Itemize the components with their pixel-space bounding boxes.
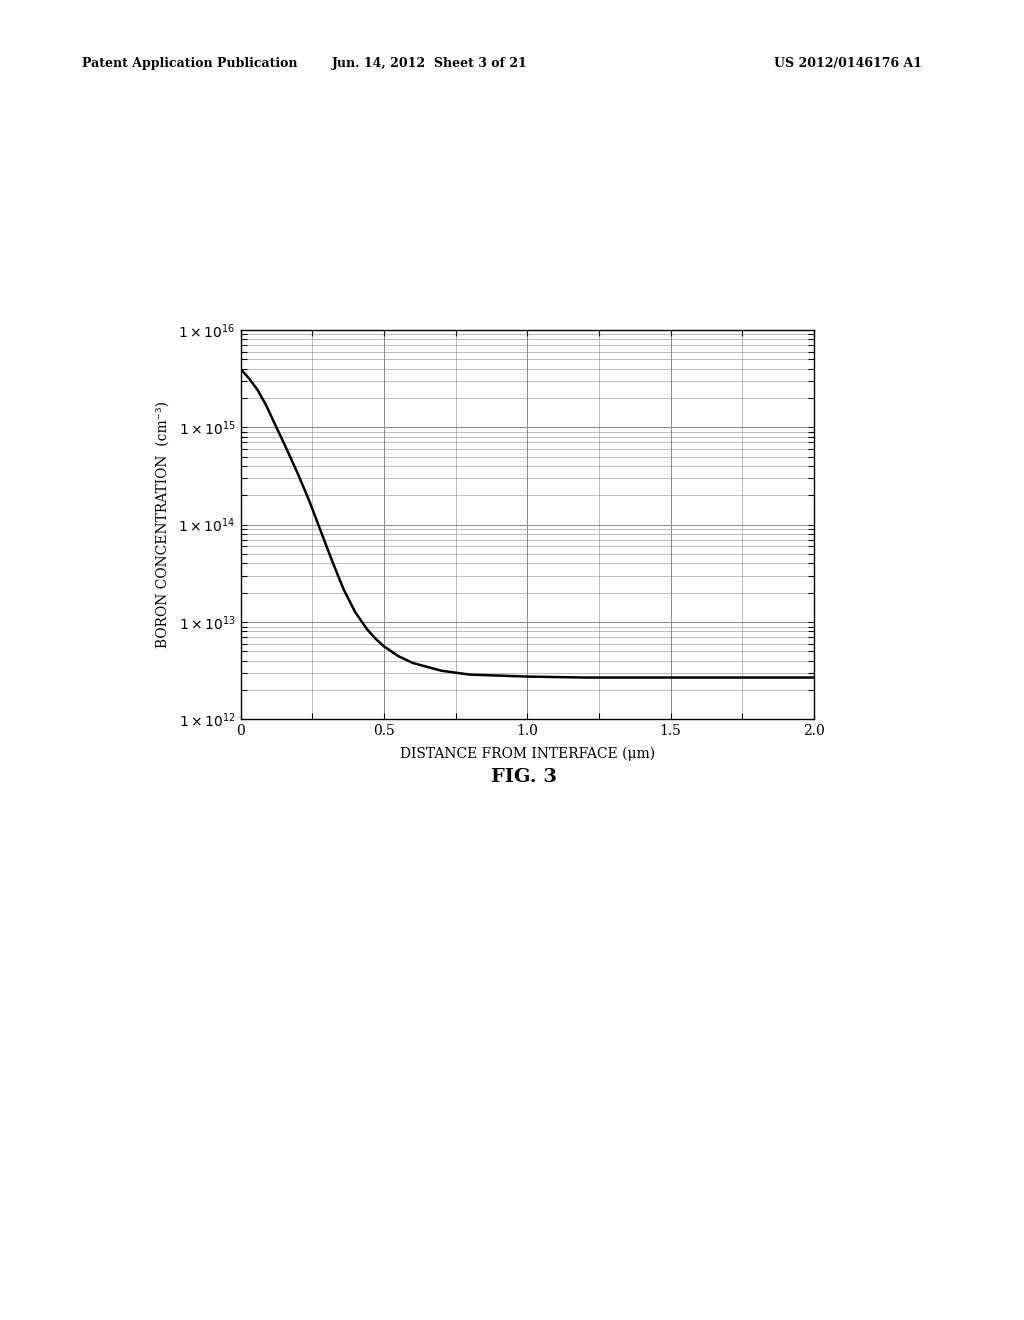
Text: US 2012/0146176 A1: US 2012/0146176 A1 — [773, 57, 922, 70]
X-axis label: DISTANCE FROM INTERFACE (μm): DISTANCE FROM INTERFACE (μm) — [399, 747, 655, 762]
Y-axis label: BORON CONCENTRATION  (cm⁻³): BORON CONCENTRATION (cm⁻³) — [156, 401, 170, 648]
Text: Jun. 14, 2012  Sheet 3 of 21: Jun. 14, 2012 Sheet 3 of 21 — [332, 57, 528, 70]
Text: Patent Application Publication: Patent Application Publication — [82, 57, 297, 70]
Text: FIG. 3: FIG. 3 — [492, 768, 557, 787]
